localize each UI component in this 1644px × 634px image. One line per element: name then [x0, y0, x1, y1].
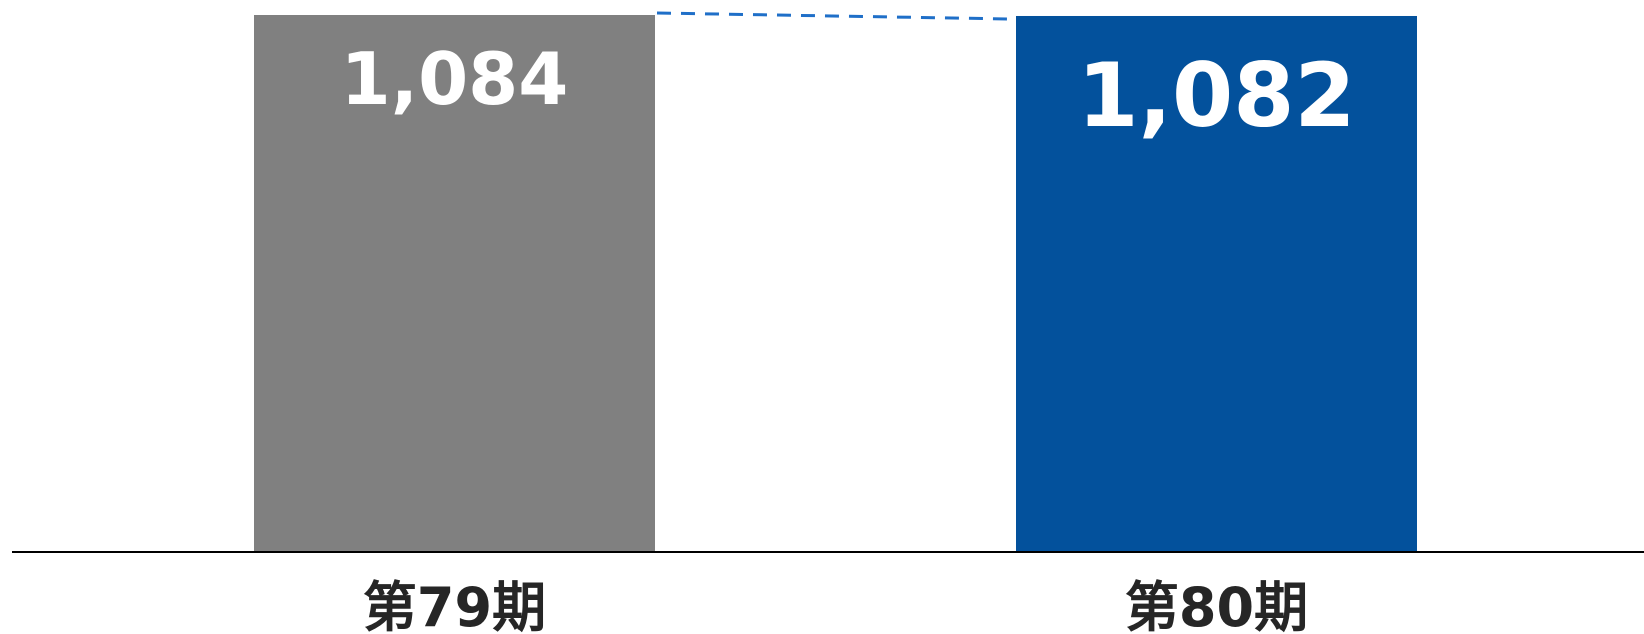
value-label-80: 1,082: [1077, 44, 1355, 147]
bars-group: [254, 15, 1417, 552]
bar-79: [254, 15, 655, 552]
category-label-79: 第79期: [363, 576, 546, 634]
comparison-connector-line: [656, 11, 1011, 21]
value-label-79: 1,084: [341, 37, 569, 121]
bar-80: [1016, 15, 1417, 552]
category-label-80: 第80期: [1125, 576, 1308, 634]
